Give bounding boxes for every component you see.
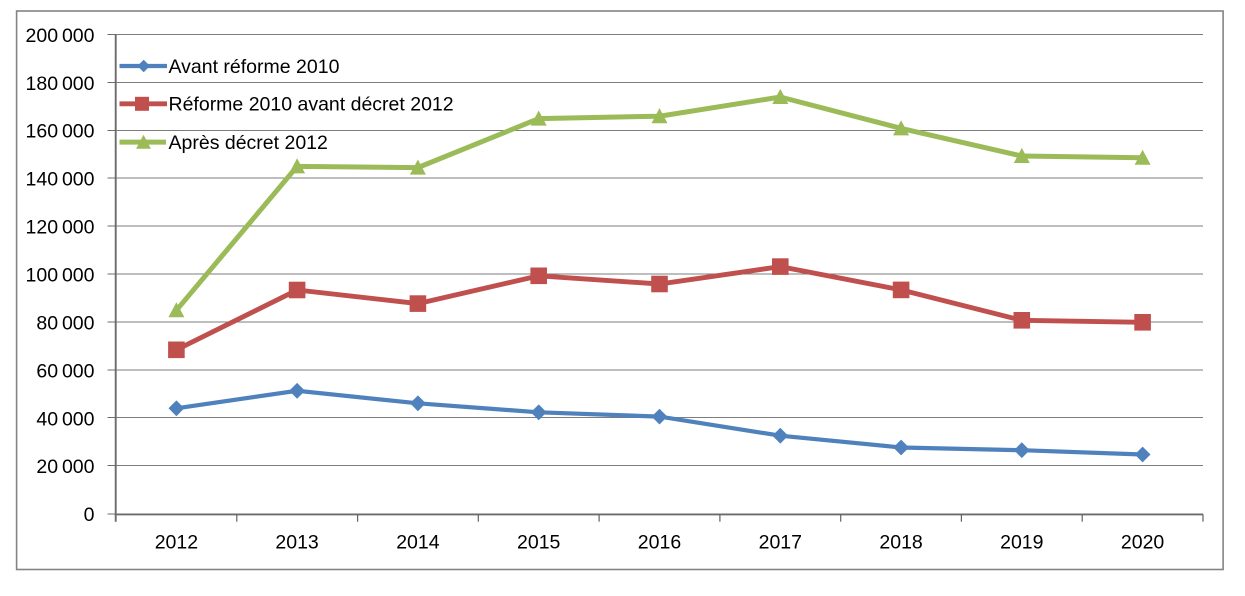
svg-text:60 000: 60 000 [36, 360, 94, 382]
svg-text:2019: 2019 [1000, 532, 1043, 554]
svg-text:2014: 2014 [396, 532, 440, 554]
svg-text:180 000: 180 000 [26, 73, 95, 95]
svg-text:Après décret 2012: Après décret 2012 [169, 132, 328, 154]
svg-text:120 000: 120 000 [26, 217, 95, 239]
svg-text:40 000: 40 000 [36, 408, 94, 430]
svg-text:2012: 2012 [155, 532, 198, 554]
svg-text:2016: 2016 [638, 532, 681, 554]
svg-text:100 000: 100 000 [26, 265, 95, 287]
svg-text:140 000: 140 000 [26, 169, 95, 191]
svg-text:2018: 2018 [879, 532, 922, 554]
svg-text:2013: 2013 [275, 532, 318, 554]
svg-text:2020: 2020 [1121, 532, 1165, 554]
svg-text:Réforme 2010 avant décret 2012: Réforme 2010 avant décret 2012 [169, 93, 454, 115]
svg-text:20 000: 20 000 [36, 456, 94, 478]
svg-text:80 000: 80 000 [36, 312, 94, 334]
svg-text:0: 0 [84, 504, 95, 526]
svg-text:200 000: 200 000 [26, 25, 95, 47]
svg-text:2015: 2015 [517, 532, 561, 554]
svg-text:Avant réforme 2010: Avant réforme 2010 [169, 56, 340, 78]
svg-text:160 000: 160 000 [26, 121, 95, 143]
svg-text:2017: 2017 [759, 532, 802, 554]
